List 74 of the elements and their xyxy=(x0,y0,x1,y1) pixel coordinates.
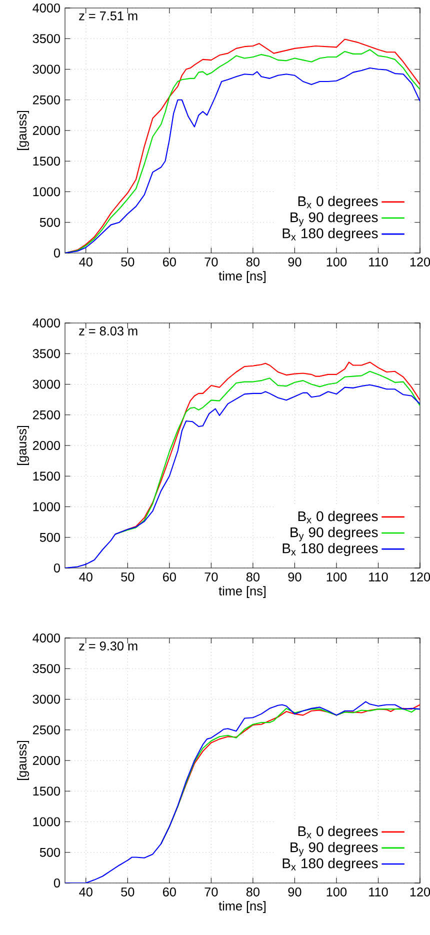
y-tick-label: 3000 xyxy=(32,64,60,74)
x-tick-label: 50 xyxy=(121,572,134,582)
y-tick-label: 2000 xyxy=(32,441,60,450)
y-axis-title: [gauss] xyxy=(17,740,29,780)
y-tick-label: 500 xyxy=(40,848,60,857)
y-tick-label: 3000 xyxy=(32,380,60,389)
y-tick-label: 1500 xyxy=(33,472,60,481)
y-tick-label: 3500 xyxy=(32,349,60,358)
x-tick-label: 110 xyxy=(369,572,388,582)
x-tick-label: 120 xyxy=(410,887,430,896)
y-tick-label: 1500 xyxy=(33,786,60,796)
y-tick-label: 0 xyxy=(54,248,60,258)
x-tick-label: 60 xyxy=(163,887,176,896)
y-tick-label: 1500 xyxy=(33,156,60,166)
x-tick-label: 90 xyxy=(288,572,302,582)
y-tick-label: 3000 xyxy=(32,694,60,704)
x-tick-label: 80 xyxy=(246,257,260,266)
legend-label: B$_{x}$ 180 degrees xyxy=(282,858,378,872)
y-tick-label: 0 xyxy=(54,878,60,888)
y-tick-label: 2000 xyxy=(32,126,60,135)
x-tick-label: 120 xyxy=(410,257,430,266)
x-tick-label: 70 xyxy=(204,887,218,896)
x-tick-label: 110 xyxy=(369,257,388,266)
y-tick-label: 0 xyxy=(54,564,60,572)
y-axis-title: [gauss] xyxy=(17,110,29,150)
legend-label: B$_{x}$ 0 degrees xyxy=(298,826,378,839)
x-tick-label: 60 xyxy=(163,257,176,266)
x-tick-label: 40 xyxy=(79,572,92,582)
y-tick-label: 2500 xyxy=(32,95,60,104)
chart-title: z = 8.03 m xyxy=(79,326,138,336)
y-tick-label: 3500 xyxy=(32,34,60,44)
chart-title: z = 9.30 m xyxy=(79,642,138,650)
x-tick-label: 70 xyxy=(204,572,218,582)
y-tick-label: 500 xyxy=(40,218,60,227)
legend-label: B$_{x}$ 180 degrees xyxy=(282,543,378,556)
line-series xyxy=(64,384,420,568)
legend-label: B$_{x}$ 180 degrees xyxy=(282,228,378,242)
x-axis-title: time [ns] xyxy=(218,901,266,913)
x-tick-label: 40 xyxy=(79,887,92,896)
legend-label: B$_{x}$ 0 degrees xyxy=(298,196,378,209)
x-tick-label: 110 xyxy=(369,887,388,896)
x-tick-label: 100 xyxy=(326,887,347,896)
y-tick-label: 1000 xyxy=(33,502,60,512)
y-tick-label: 1000 xyxy=(33,817,60,826)
legend-label: B$_{y}$ 90 degrees xyxy=(290,842,378,856)
chart-title: z = 7.51 m xyxy=(79,12,138,20)
x-tick-label: 40 xyxy=(79,257,92,266)
legend-label: B$_{x}$ 0 degrees xyxy=(298,510,378,524)
x-tick-label: 70 xyxy=(204,257,218,266)
y-tick-label: 4000 xyxy=(32,4,60,12)
y-tick-label: 4000 xyxy=(32,318,60,328)
y-tick-label: 500 xyxy=(40,532,60,542)
x-tick-label: 60 xyxy=(163,572,176,582)
x-axis-title: time [ns] xyxy=(218,586,266,598)
y-tick-label: 3500 xyxy=(32,664,60,674)
x-tick-label: 120 xyxy=(410,572,430,582)
y-tick-label: 2000 xyxy=(32,756,60,765)
y-tick-label: 4000 xyxy=(32,634,60,642)
x-tick-label: 50 xyxy=(121,887,134,896)
x-tick-label: 90 xyxy=(288,257,302,266)
x-tick-label: 80 xyxy=(246,572,260,582)
x-tick-label: 90 xyxy=(288,887,302,896)
y-tick-label: 2500 xyxy=(32,410,60,420)
y-axis-title: [gauss] xyxy=(17,426,29,466)
x-tick-label: 50 xyxy=(121,257,134,266)
x-tick-label: 100 xyxy=(326,572,347,582)
legend-label: B$_{y}$ 90 degrees xyxy=(290,212,378,226)
y-tick-label: 2500 xyxy=(32,725,60,734)
x-axis-title: time [ns] xyxy=(218,271,266,283)
y-tick-label: 1000 xyxy=(33,187,60,196)
x-tick-label: 80 xyxy=(246,887,260,896)
line-series xyxy=(64,701,420,883)
legend-label: B$_{y}$ 90 degrees xyxy=(290,526,378,542)
x-tick-label: 100 xyxy=(326,257,347,266)
